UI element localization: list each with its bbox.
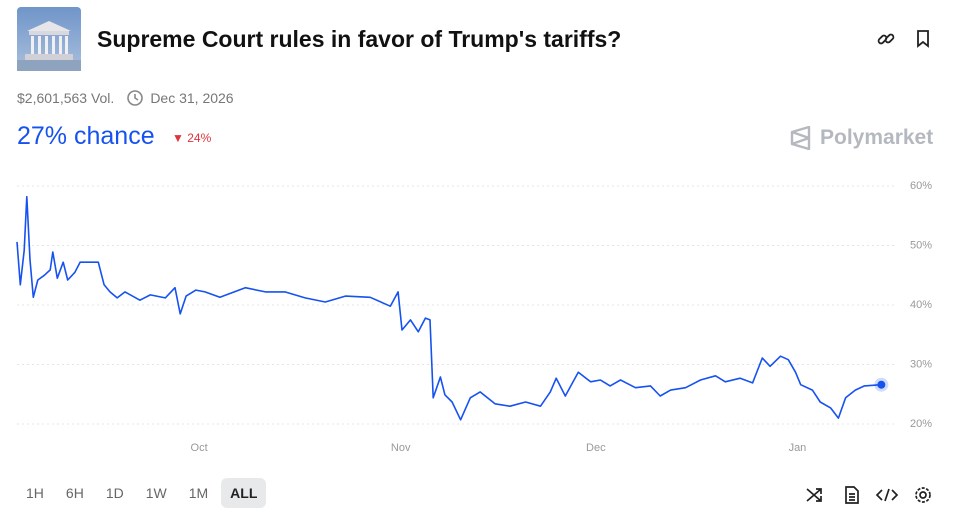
y-tick-label: 40% bbox=[910, 299, 932, 311]
down-arrow: ▼ bbox=[172, 131, 184, 145]
brand-name: Polymarket bbox=[820, 126, 934, 149]
time-range-button[interactable]: 1M bbox=[188, 485, 209, 501]
embed-icon[interactable] bbox=[875, 488, 899, 502]
brand-logo bbox=[790, 126, 811, 150]
time-range-button[interactable]: 1D bbox=[105, 485, 124, 501]
copy-link-icon[interactable] bbox=[876, 29, 896, 49]
chart: 20% 30% 40% 50% 60% Oct Nov Dec Jan bbox=[16, 180, 932, 454]
time-range-button[interactable]: 6H bbox=[65, 485, 84, 501]
time-range-button[interactable]: 1W bbox=[145, 485, 167, 501]
x-tick-label: Nov bbox=[391, 442, 411, 454]
time-range-button[interactable]: ALL bbox=[221, 478, 267, 508]
y-tick-label: 20% bbox=[910, 418, 932, 430]
price-line bbox=[16, 195, 882, 421]
market-title: Supreme Court rules in favor of Trump's … bbox=[97, 26, 622, 52]
current-point-dot bbox=[877, 380, 886, 389]
chart-tools bbox=[806, 486, 931, 504]
time-range-button[interactable]: 1H bbox=[26, 485, 44, 501]
time-range-selector: 1H 6H 1D 1W 1M ALL bbox=[17, 478, 267, 508]
market-image bbox=[17, 7, 81, 71]
x-tick-label: Dec bbox=[586, 442, 606, 454]
change-value: 24% bbox=[187, 131, 212, 145]
volume: $2,601,563 Vol. bbox=[17, 90, 115, 106]
shuffle-icon[interactable] bbox=[806, 488, 822, 502]
settings-icon[interactable] bbox=[915, 487, 931, 503]
y-tick-label: 60% bbox=[910, 180, 932, 192]
y-tick-label: 50% bbox=[910, 239, 932, 251]
market-meta: $2,601,563 Vol. Dec 31, 2026 bbox=[17, 89, 234, 107]
x-tick-label: Oct bbox=[191, 442, 208, 454]
brand: Polymarket bbox=[790, 126, 933, 150]
x-tick-label: Jan bbox=[789, 442, 807, 454]
change: ▼ 24% bbox=[172, 131, 211, 145]
end-date: Dec 31, 2026 bbox=[150, 90, 234, 106]
clock-icon bbox=[127, 90, 144, 106]
y-tick-label: 30% bbox=[910, 358, 932, 370]
chance: 27% chance bbox=[17, 122, 155, 150]
bookmark-icon[interactable] bbox=[914, 29, 932, 49]
document-icon[interactable] bbox=[845, 486, 859, 504]
